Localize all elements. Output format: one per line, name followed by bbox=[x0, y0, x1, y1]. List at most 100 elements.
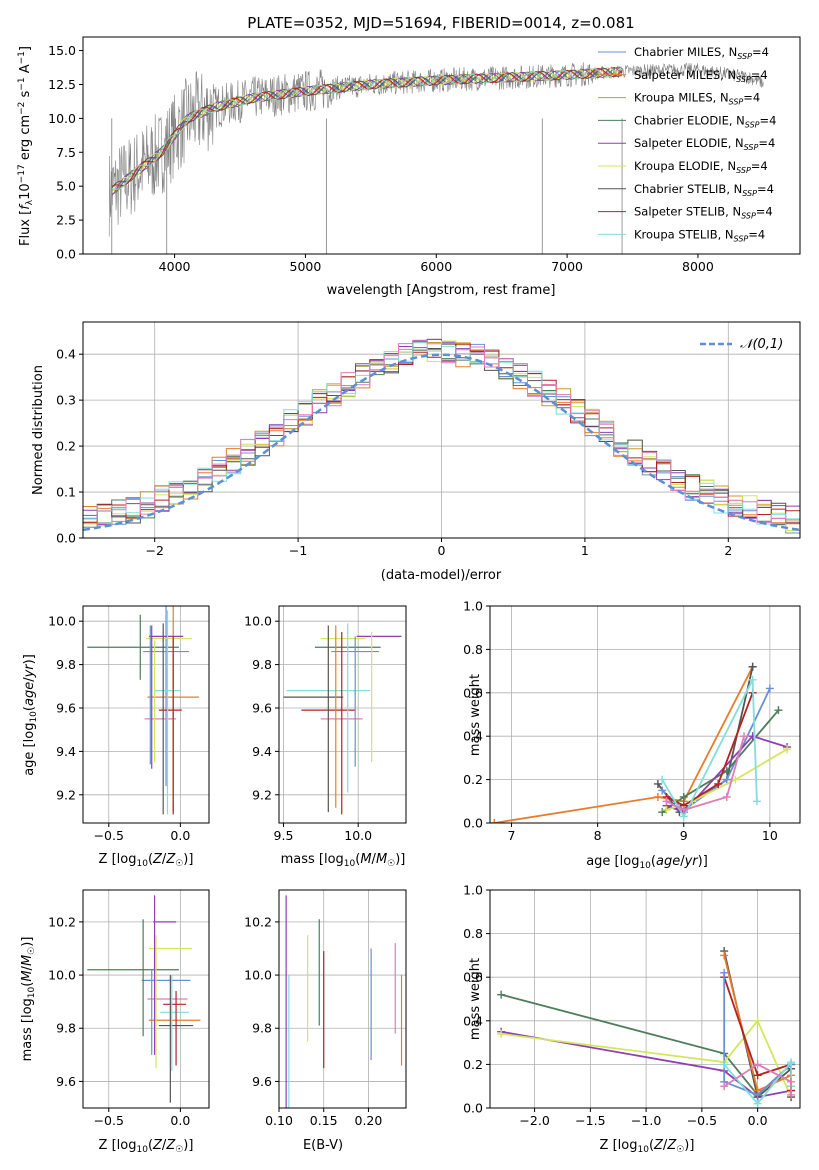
weight-marker bbox=[722, 792, 731, 801]
x-tick-label: 0.10 bbox=[265, 1113, 293, 1128]
x-tick-label: −2 bbox=[145, 543, 163, 558]
y-tick-label: 9.2 bbox=[56, 787, 76, 802]
axes-frame bbox=[278, 605, 407, 824]
model-spectrum bbox=[111, 67, 623, 194]
mass-vs-EBV-plot-area: 0.10 0.15 0.20 9.6 9.8 10.0 10.2 bbox=[244, 889, 407, 1128]
residuals-ylabel: Normed distribution bbox=[31, 365, 46, 495]
x-tick-label: −1.5 bbox=[575, 1113, 605, 1128]
x-tick-label: −1.0 bbox=[631, 1113, 661, 1128]
weight-marker bbox=[722, 775, 731, 784]
y-tick-label: 9.6 bbox=[56, 700, 76, 715]
y-tick-label: 0.2 bbox=[463, 1057, 483, 1072]
x-tick-label: 4000 bbox=[159, 259, 191, 274]
legend-entry: Kroupa ELODIE, NSSP=4 bbox=[634, 159, 768, 175]
weight-vs-Z-xlabel: Z [log10(Z/Z☉)] bbox=[600, 1138, 695, 1155]
y-tick-label: 1.0 bbox=[463, 599, 483, 614]
weight-marker bbox=[765, 684, 774, 693]
x-tick-label: 7 bbox=[508, 828, 516, 843]
y-tick-label: 9.8 bbox=[56, 1021, 76, 1036]
spectrum-title: PLATE=0352, MJD=51694, FIBERID=0014, z=0… bbox=[247, 14, 634, 32]
weight-marker bbox=[787, 1058, 796, 1067]
weight-marker bbox=[752, 797, 761, 806]
weight-series-line bbox=[661, 679, 758, 819]
p-wAge-marks bbox=[490, 662, 792, 823]
residuals-plot-area: −2 −1 0 1 2 0.0 0.1 0.2 0.3 0.4 bbox=[56, 321, 801, 558]
weight-series-line bbox=[666, 735, 788, 814]
x-tick-label: 9 bbox=[680, 828, 688, 843]
weight-series-line bbox=[723, 972, 792, 1096]
weight-marker bbox=[787, 1090, 796, 1099]
gaussian-legend-label: 𝒩(0,1) bbox=[740, 337, 783, 352]
y-tick-label: 10.0 bbox=[244, 968, 272, 983]
weight-marker bbox=[753, 1071, 762, 1080]
y-tick-label: 9.6 bbox=[56, 1074, 76, 1089]
x-tick-label: 2 bbox=[724, 543, 732, 558]
weight-marker bbox=[679, 805, 688, 814]
legend-entry: Salpeter MILES, NSSP=4 bbox=[634, 68, 768, 84]
weight-series-line bbox=[723, 1059, 792, 1106]
weight-marker bbox=[774, 706, 783, 715]
gaussian-curve bbox=[83, 353, 800, 532]
weight-marker bbox=[720, 968, 729, 977]
age-vs-mass-plot-area: 9.5 10.0 9.2 9.4 9.6 9.8 10.0 bbox=[244, 605, 407, 843]
y-tick-label: 10.0 bbox=[244, 614, 272, 629]
x-tick-label: −0.5 bbox=[94, 1113, 124, 1128]
y-tick-label: 0.4 bbox=[56, 347, 76, 362]
y-tick-label: 10.2 bbox=[244, 914, 272, 929]
weight-marker bbox=[753, 1099, 762, 1108]
y-tick-label: 10.0 bbox=[48, 111, 76, 126]
axes-frame bbox=[489, 605, 801, 824]
legend-entry: Chabrier ELODIE, NSSP=4 bbox=[634, 113, 776, 129]
weight-marker bbox=[658, 786, 667, 795]
weight-series-line bbox=[723, 1063, 792, 1095]
spectrum-legend: Chabrier MILES, NSSP=4 Salpeter MILES, NS… bbox=[598, 45, 776, 243]
mass-vs-EBV-panel: 0.10 0.15 0.20 9.6 9.8 10.0 10.2 E(B-V) bbox=[244, 889, 407, 1153]
residuals-xlabel: (data-model)/error bbox=[381, 568, 502, 583]
axes-frame bbox=[489, 889, 801, 1109]
y-tick-label: 0.4 bbox=[463, 1013, 483, 1028]
y-tick-label: 10.2 bbox=[48, 914, 76, 929]
weight-vs-age-xlabel: age [log10(age/yr)] bbox=[586, 854, 708, 871]
y-tick-label: 0.0 bbox=[56, 531, 76, 546]
y-tick-label: 0.0 bbox=[56, 247, 76, 262]
weight-series-line bbox=[666, 735, 745, 811]
weight-marker bbox=[783, 745, 792, 754]
weight-marker bbox=[720, 1082, 729, 1091]
weight-marker bbox=[679, 792, 688, 801]
y-tick-label: 10.0 bbox=[48, 968, 76, 983]
y-tick-label: 0.6 bbox=[463, 970, 483, 985]
y-tick-label: 9.2 bbox=[252, 787, 272, 802]
x-tick-label: 0.0 bbox=[170, 828, 190, 843]
x-tick-label: 0.0 bbox=[748, 1113, 768, 1128]
weight-marker bbox=[753, 1060, 762, 1069]
axes-frame bbox=[278, 889, 407, 1109]
weight-marker bbox=[653, 792, 662, 801]
x-tick-label: 8000 bbox=[682, 259, 714, 274]
x-tick-label: 0.15 bbox=[310, 1113, 338, 1128]
y-tick-label: 1.0 bbox=[463, 883, 483, 898]
model-spectrum bbox=[111, 66, 623, 190]
legend-entry: Salpeter STELIB, NSSP=4 bbox=[634, 205, 773, 221]
weight-marker bbox=[722, 766, 731, 775]
weight-series-line bbox=[666, 748, 788, 811]
weight-marker bbox=[662, 797, 671, 806]
y-tick-label: 15.0 bbox=[48, 43, 76, 58]
residuals-panel: −2 −1 0 1 2 0.0 0.1 0.2 0.3 0.4 (data-model)/erro… bbox=[31, 321, 801, 583]
y-tick-label: 9.8 bbox=[56, 657, 76, 672]
x-tick-label: −1 bbox=[289, 543, 307, 558]
y-tick-label: 2.5 bbox=[56, 213, 76, 228]
x-tick-label: 8 bbox=[594, 828, 602, 843]
axes-frame bbox=[82, 889, 210, 1109]
x-tick-label: 0.20 bbox=[355, 1113, 383, 1128]
y-tick-label: 0.1 bbox=[56, 485, 76, 500]
weight-vs-Z-panel: −2.0 −1.5 −1.0 −0.5 0.0 0.0 0.2 0.4 0.6 0.8 1.0 Z … bbox=[463, 883, 801, 1155]
y-tick-label: 10.0 bbox=[48, 614, 76, 629]
y-tick-label: 9.6 bbox=[252, 1074, 272, 1089]
x-tick-label: 10 bbox=[762, 828, 778, 843]
x-tick-label: 1 bbox=[581, 543, 589, 558]
weight-marker bbox=[740, 732, 749, 741]
p-spectrum-marks bbox=[108, 62, 764, 254]
weight-marker bbox=[748, 675, 757, 684]
mass-vs-Z-xlabel: Z [log10(Z/Z☉)] bbox=[99, 1138, 194, 1155]
